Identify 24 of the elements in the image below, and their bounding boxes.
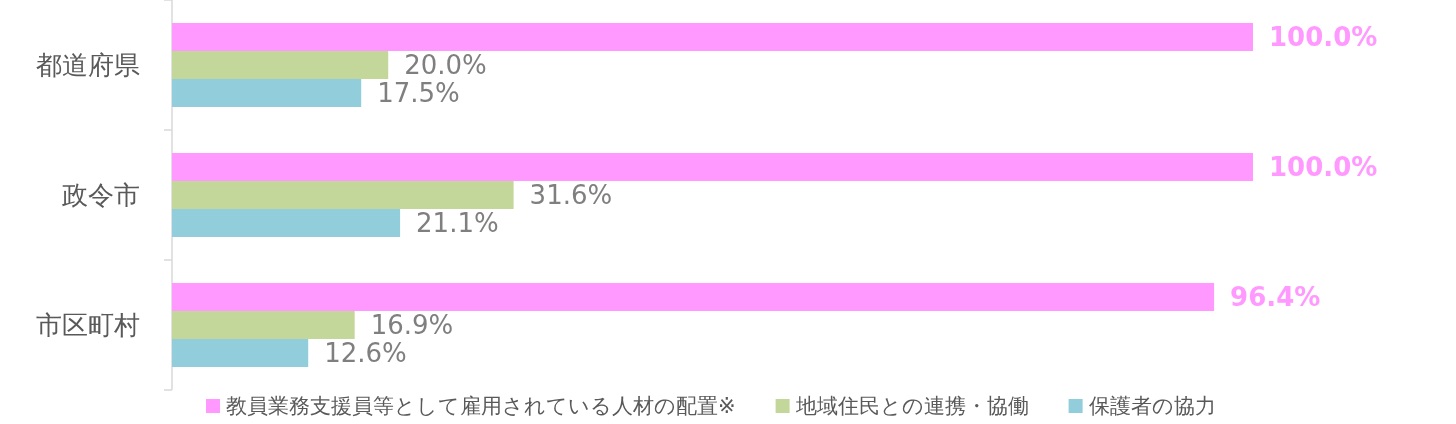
y-tick-label: 政令市 — [62, 180, 140, 210]
legend-label: 地域住民との連携・協働 — [794, 394, 1029, 418]
data-label: 20.0% — [404, 50, 487, 80]
bar — [172, 23, 1253, 51]
data-label: 21.1% — [416, 208, 499, 238]
bar — [172, 51, 389, 79]
bar — [172, 153, 1253, 181]
bar — [172, 209, 401, 237]
bar — [172, 283, 1215, 311]
legend-label: 教員業務支援員等として雇用されている人材の配置※ — [226, 394, 736, 418]
y-tick-label: 市区町村 — [36, 310, 140, 340]
y-tick-label: 都道府県 — [36, 50, 140, 80]
data-label: 12.6% — [324, 338, 407, 368]
bar — [172, 79, 362, 107]
data-label: 31.6% — [529, 180, 613, 210]
data-label: 96.4% — [1230, 282, 1321, 312]
bar — [172, 339, 309, 367]
data-label: 100.0% — [1269, 22, 1378, 52]
data-label: 16.9% — [370, 310, 454, 340]
legend-label: 保護者の協力 — [1088, 394, 1216, 418]
data-label: 17.5% — [377, 78, 460, 108]
data-label: 100.0% — [1269, 152, 1378, 182]
bar — [172, 311, 355, 339]
bar — [172, 181, 514, 209]
